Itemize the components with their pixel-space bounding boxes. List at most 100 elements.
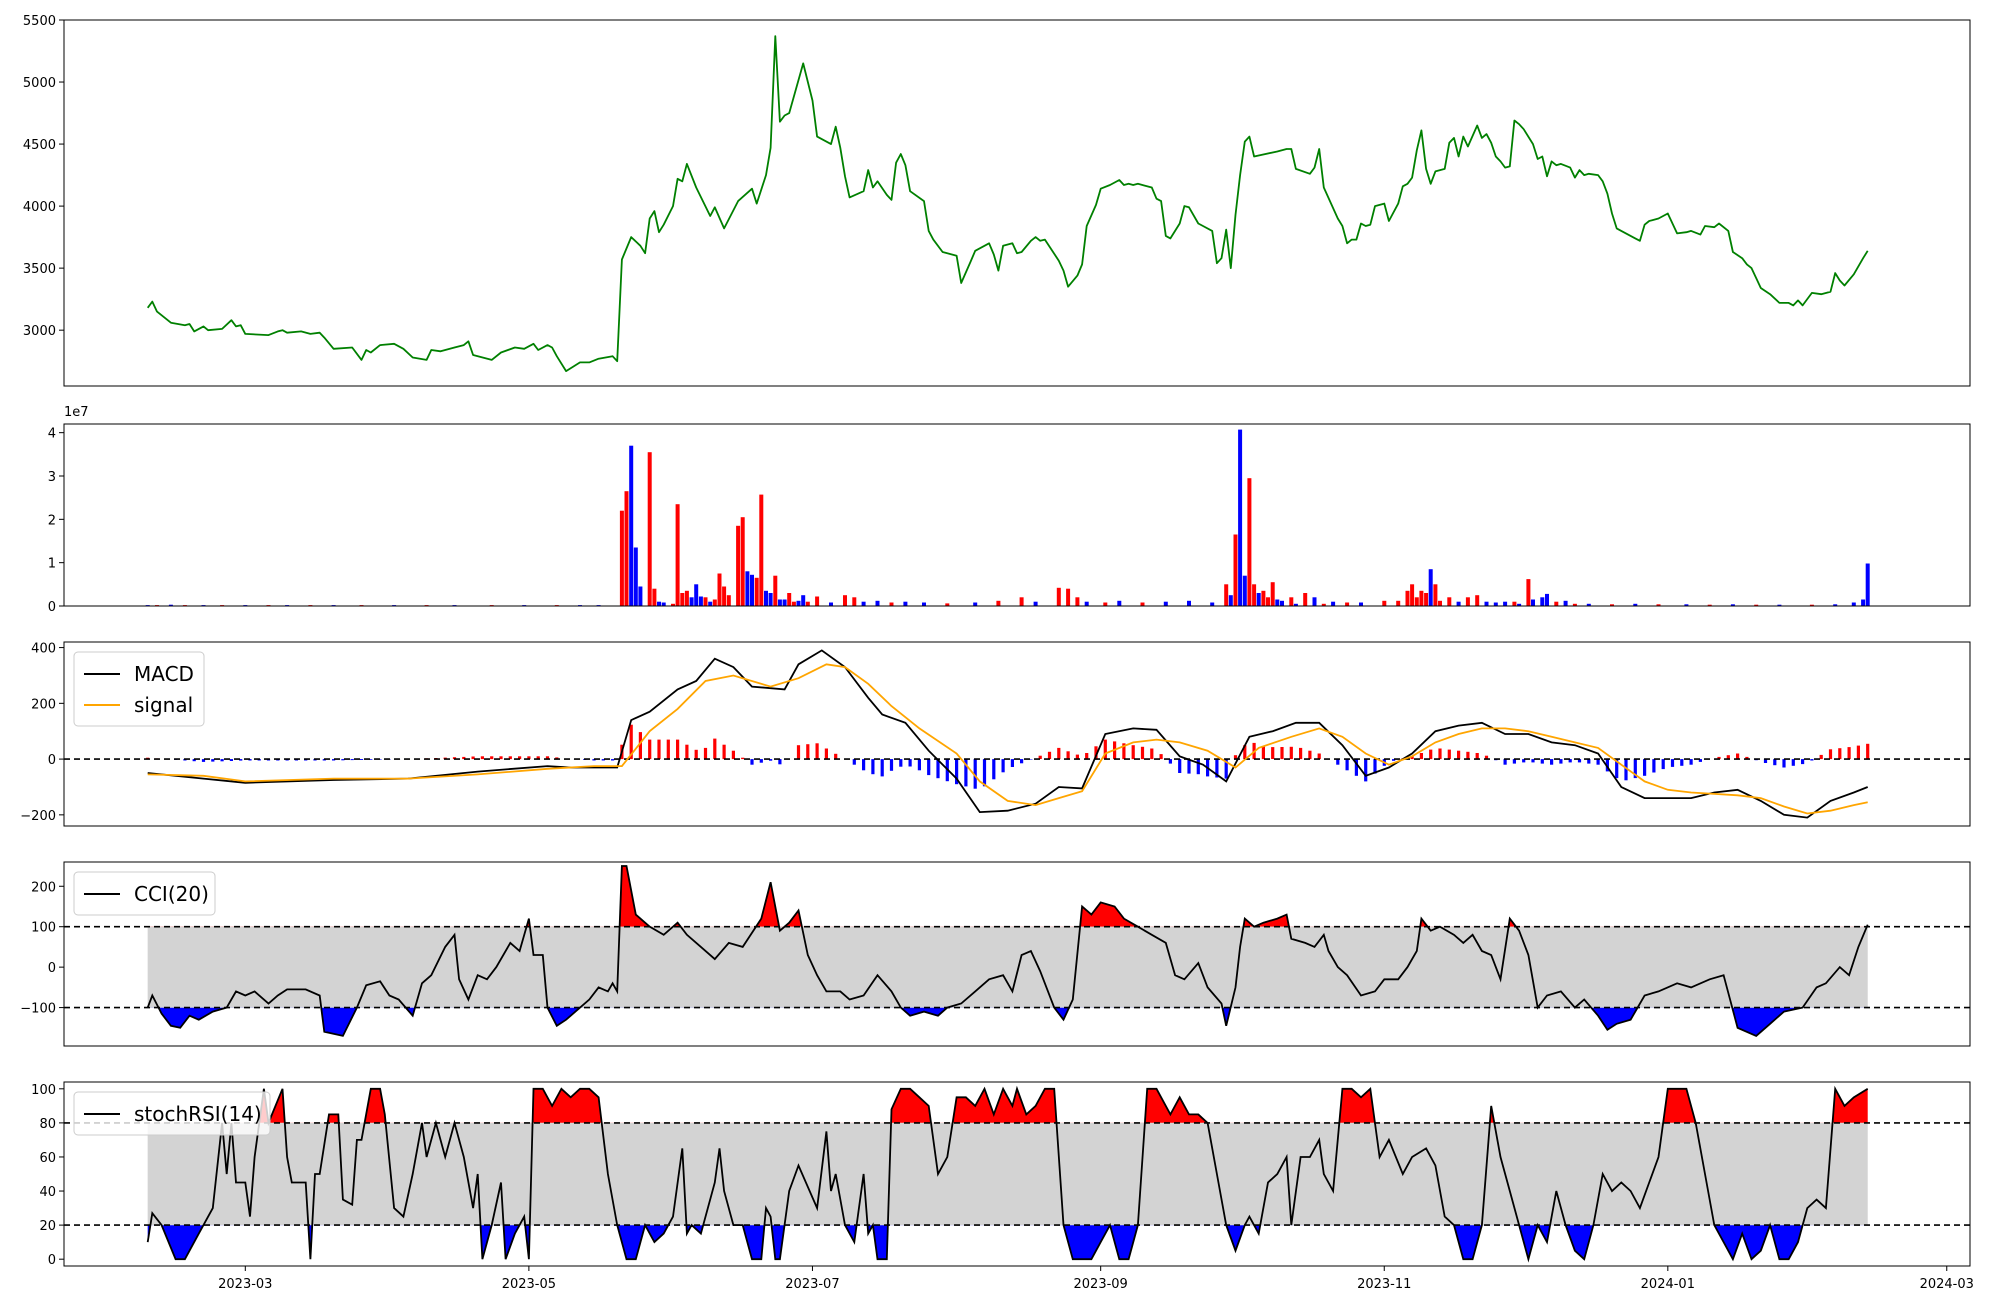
x-tick-label: 2023-11 [1357, 1277, 1411, 1292]
volume-bar [713, 600, 717, 607]
macd-histogram-bar [1420, 753, 1423, 759]
macd-histogram-bar [816, 743, 819, 759]
y-tick-label: 0 [48, 1253, 56, 1268]
volume-bar [1271, 582, 1275, 606]
macd-histogram-bar [1671, 759, 1674, 767]
y-tick-label: 400 [31, 642, 56, 657]
y-tick-label: 5500 [23, 14, 56, 29]
y-tick-label: 0 [48, 753, 56, 768]
macd-histogram-bar [1197, 759, 1200, 774]
volume-bar [690, 597, 694, 606]
macd-histogram-bar [1457, 751, 1460, 759]
y-tick-label: 60 [39, 1151, 56, 1166]
volume-bar [1485, 602, 1489, 606]
legend-entry-label: MACD [134, 662, 194, 686]
volume-bar [1275, 600, 1279, 607]
macd-histogram-bar [481, 756, 484, 759]
volume-bar [620, 511, 624, 606]
macd-histogram-bar [1597, 759, 1600, 765]
volume-bar [685, 591, 689, 606]
macd-histogram-bar [1299, 748, 1302, 759]
volume-bar [769, 593, 773, 606]
x-tick-label: 2023-05 [502, 1277, 556, 1292]
volume-bar [1257, 593, 1261, 606]
volume-bar [1475, 595, 1479, 606]
volume-bar [973, 603, 977, 607]
macd-histogram-bar [1067, 751, 1070, 759]
volume-bar [1540, 597, 1544, 606]
macd-histogram-bar [351, 759, 354, 760]
volume-bar [862, 602, 866, 606]
macd-histogram-bar [1643, 759, 1646, 776]
y-tick-label: 0 [48, 961, 56, 976]
volume-bar [852, 597, 856, 606]
volume-bar [1187, 601, 1191, 606]
volume-bar [806, 602, 810, 606]
volume-bar [699, 597, 703, 607]
volume-bar [1261, 591, 1265, 606]
volume-scale-label: 1e7 [64, 405, 89, 420]
macd-histogram-bar [1820, 755, 1823, 759]
macd-histogram-bar [704, 748, 707, 759]
volume-bar [745, 571, 749, 606]
macd-histogram-bar [1782, 759, 1785, 767]
macd-histogram-bar [1318, 754, 1321, 760]
volume-bar [1280, 601, 1284, 606]
volume-bar [638, 587, 642, 607]
macd-histogram-bar [611, 759, 614, 760]
macd-histogram-bar [1690, 759, 1693, 765]
volume-bar [1210, 603, 1214, 607]
macd-histogram-bar [797, 745, 800, 759]
macd-histogram-bar [211, 759, 214, 762]
macd-histogram-bar [732, 751, 735, 759]
volume-bar [797, 601, 801, 606]
volume-bar [1034, 602, 1038, 606]
volume-bar [1224, 584, 1228, 606]
macd-histogram-bar [1271, 747, 1274, 759]
volume-bar [755, 578, 759, 606]
volume-bar [1117, 601, 1121, 606]
volume-bar [1266, 597, 1270, 606]
macd-histogram-bar [685, 745, 688, 759]
macd-histogram-bar [871, 759, 874, 774]
volume-bar [801, 595, 805, 606]
volume-bar [1419, 591, 1423, 606]
volume-bar [1289, 597, 1293, 606]
volume-bar [662, 603, 666, 607]
volume-bar [876, 601, 880, 606]
macd-histogram-bar [648, 740, 651, 760]
macd-histogram-bar [1838, 748, 1841, 759]
legend-entry-label: signal [134, 693, 193, 717]
x-tick-label: 2023-07 [785, 1277, 839, 1292]
macd-histogram-bar [1141, 747, 1144, 759]
y-tick-label: 3000 [23, 324, 56, 339]
macd-histogram-bar [1280, 747, 1283, 759]
macd-histogram-bar [1336, 759, 1339, 765]
y-tick-label: 3500 [23, 262, 56, 277]
macd-histogram-bar [1429, 750, 1432, 760]
cci-neutral-band [148, 927, 1868, 1008]
volume-bar [1020, 597, 1024, 606]
volume-bar [718, 574, 722, 607]
volume-bar [773, 576, 777, 606]
volume-bar [629, 446, 633, 606]
volume-bar [778, 600, 782, 607]
volume-bar [1141, 603, 1145, 607]
y-tick-label: 4 [48, 427, 56, 442]
legend-entry-label: CCI(20) [134, 882, 209, 906]
y-tick-label: 20 [39, 1219, 56, 1234]
macd-histogram-bar [881, 759, 884, 776]
volume-bar [1164, 602, 1168, 606]
macd-histogram-bar [1262, 746, 1265, 759]
macd-histogram-bar [1132, 745, 1135, 759]
macd-histogram-bar [1680, 759, 1683, 766]
macd-histogram-bar [1662, 759, 1665, 769]
volume-bar [815, 597, 819, 607]
volume-bar [1526, 579, 1530, 606]
macd-histogram-bar [1773, 759, 1776, 765]
y-tick-label: 100 [31, 1083, 56, 1098]
y-tick-label: 200 [31, 880, 56, 895]
macd-histogram-bar [230, 759, 233, 761]
y-tick-label: −100 [20, 1002, 56, 1017]
legend-macd: MACD signal [74, 652, 204, 726]
